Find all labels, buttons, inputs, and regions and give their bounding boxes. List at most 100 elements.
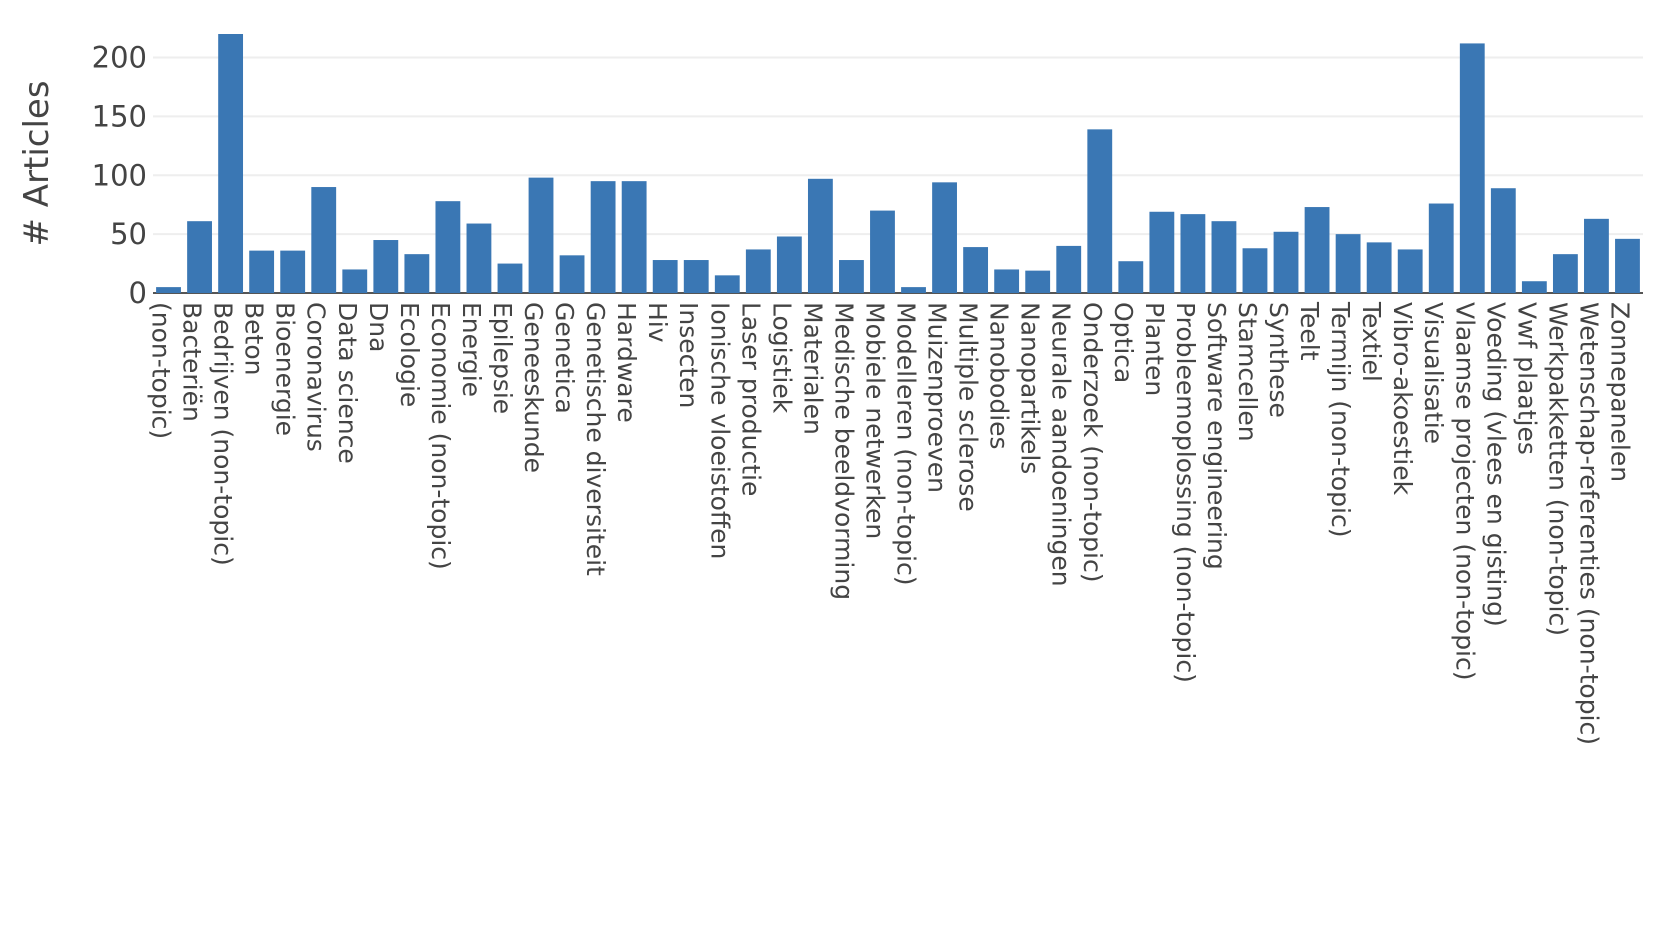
bar [714,275,740,293]
bar [1118,261,1144,293]
bar [497,263,523,293]
bar [466,223,492,293]
x-tick-label: Voeding (vlees en gisting) [1481,302,1510,627]
x-tick-label: Ionische vloeistoffen [705,302,734,559]
x-tick-label: Genetische diversiteit [581,302,610,576]
x-tick-label: Planten [1140,302,1169,396]
bar [652,260,678,293]
bar [528,177,554,293]
x-tick-label: Teelt [1295,301,1324,361]
bar [870,210,895,293]
x-tick-label: (non-topic) [147,302,176,439]
bar [1459,43,1485,293]
x-tick-label: Wetenschap-referenties (non-topic) [1574,302,1603,745]
x-tick-label: Ecologie [395,302,424,407]
x-tick-label: Visualisatie [1419,302,1448,444]
y-tick-label: 100 [92,158,147,192]
bar [1552,254,1578,293]
y-tick-label: 150 [92,99,147,133]
x-tick-label: Vibro-akoestiek [1388,302,1417,496]
bar [342,269,368,293]
y-tick-label: 200 [92,41,147,75]
y-axis-ticks: 0 50 100 150 200 [92,41,147,310]
x-tick-label: Muizenproeven [923,302,952,493]
x-tick-label: Bacteriën [178,302,207,422]
gridlines [153,56,1643,294]
bar [963,247,989,293]
bar [590,181,616,293]
bar [1428,203,1454,293]
x-tick-label: Vwf plaatjes [1512,302,1541,455]
x-tick-label: Onderzoek (non-topic) [1078,302,1107,582]
y-tick-label: 0 [129,276,147,310]
bar [839,260,864,293]
x-tick-label: Synthese [1264,302,1293,418]
x-tick-label: Software engineering [1202,302,1231,570]
x-tick-label: Modelleren (non-topic) [892,302,921,585]
x-tick-label: Genetica [550,302,579,414]
bar [373,240,399,293]
bar [1615,238,1640,293]
x-tick-label: Stamcellen [1233,302,1262,442]
bar [1273,231,1299,293]
x-tick-label: Epilepsie [488,302,517,414]
bars [156,34,1640,293]
x-tick-label: Logistiek [767,302,796,414]
bar [745,249,771,293]
x-tick-label: Nanopartikels [1016,302,1045,474]
bar [1211,221,1237,293]
bar [1056,245,1082,293]
bar [404,254,430,293]
bar [280,250,306,293]
bar [1242,248,1268,293]
x-tick-label: Optica [1109,302,1138,383]
bar [249,250,275,293]
x-tick-label: Energie [457,302,486,397]
bar [776,236,802,293]
x-tick-label: Geneeskunde [519,302,548,473]
x-tick-label: Werkpakketten (non-topic) [1543,302,1572,636]
bar [683,260,709,293]
bar [311,187,337,293]
x-tick-label: Bedrijven (non-topic) [209,302,238,566]
x-tick-label: Materialen [798,302,827,435]
x-tick-label: Hardware [612,302,641,423]
x-tick-label: Mobiele netwerken [860,302,889,539]
x-axis-tick-labels: (non-topic) Bacteriën Bedrijven (non-topic… [147,301,1635,745]
bar [1366,242,1392,293]
x-tick-label: Termijn (non-topic) [1326,301,1355,537]
x-tick-label: Medische beeldvorming [829,302,858,600]
bar [1025,270,1051,293]
x-tick-label: Bioenergie [271,302,300,436]
bar [621,181,647,293]
bar [807,178,833,293]
x-tick-label: Nanobodies [985,302,1014,450]
x-tick-label: Coronavirus [302,302,331,452]
bar [1087,129,1113,293]
bar [156,287,181,293]
x-tick-label: Economie (non-topic) [426,302,455,570]
bar [218,34,244,293]
bar [1180,214,1206,293]
x-tick-label: Vlaamse projecten (non-topic) [1450,302,1479,681]
x-tick-label: Neurale aandoeningen [1047,302,1076,587]
y-axis-title: # Articles [17,80,57,246]
x-tick-label: Hiv [643,302,672,343]
bar [994,269,1020,293]
x-tick-label: Zonnepanelen [1605,302,1634,482]
bar [1335,234,1361,293]
bar [901,287,926,293]
y-tick-label: 50 [110,217,147,251]
x-tick-label: Insecten [674,302,703,408]
bar [435,201,461,293]
bar [187,221,212,293]
bar [1397,249,1423,293]
bar [1521,281,1547,293]
x-tick-label: Beton [240,302,269,375]
bar [1149,211,1175,293]
x-tick-label: Laser productie [736,302,765,496]
bar [932,182,957,293]
bar [1584,218,1609,293]
